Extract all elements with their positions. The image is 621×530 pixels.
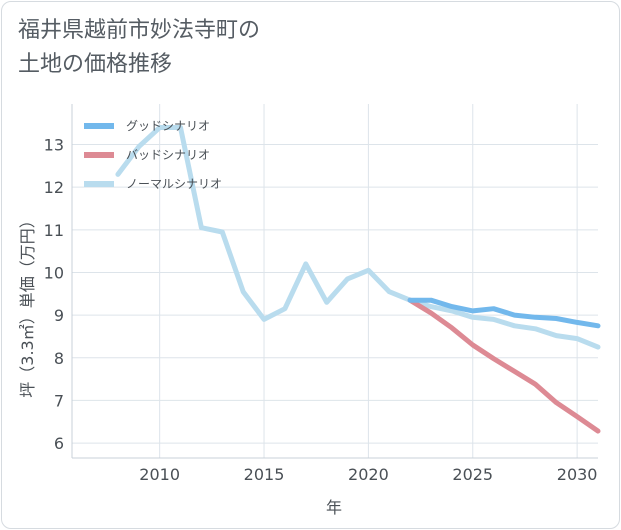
legend-item[interactable]: ノーマルシナリオ	[84, 177, 222, 191]
x-axis: 2010 2015 2020 2025 2030	[139, 465, 597, 484]
series-line-0	[407, 297, 601, 329]
y-tick-label: 9	[54, 306, 64, 325]
x-tick-label: 2025	[452, 465, 493, 484]
x-tick-label: 2030	[557, 465, 598, 484]
y-tick-label: 11	[44, 221, 64, 240]
series-layer	[115, 125, 601, 434]
x-tick-label: 2015	[244, 465, 285, 484]
y-tick-label: 8	[54, 349, 64, 368]
y-axis: 6 7 8 9 10 11 12 13	[44, 136, 64, 454]
legend-item[interactable]: グッドシナリオ	[84, 119, 210, 133]
series-line-1	[407, 297, 601, 434]
y-tick-label: 12	[44, 178, 64, 197]
y-tick-label: 10	[44, 263, 64, 282]
y-axis-label: 坪（3.3㎡）単価（万円）	[18, 212, 37, 397]
chart-title-line2: 土地の価格推移	[18, 52, 173, 77]
grid-lines	[72, 104, 598, 458]
legend-label: グッドシナリオ	[126, 119, 210, 133]
series-line-2	[115, 125, 601, 350]
y-tick-label: 6	[54, 434, 64, 453]
legend-item[interactable]: バッドシナリオ	[84, 148, 210, 162]
x-tick-label: 2020	[348, 465, 389, 484]
legend-label: ノーマルシナリオ	[126, 177, 222, 191]
y-tick-label: 7	[54, 391, 64, 410]
chart-title: 福井県越前市妙法寺町の 土地の価格推移	[18, 14, 260, 82]
y-tick-label: 13	[44, 136, 64, 155]
x-axis-label: 年	[326, 498, 342, 517]
chart-title-line1: 福井県越前市妙法寺町の	[18, 18, 261, 43]
legend-label: バッドシナリオ	[126, 148, 210, 162]
plot-area	[71, 104, 598, 459]
x-tick-label: 2010	[139, 465, 180, 484]
